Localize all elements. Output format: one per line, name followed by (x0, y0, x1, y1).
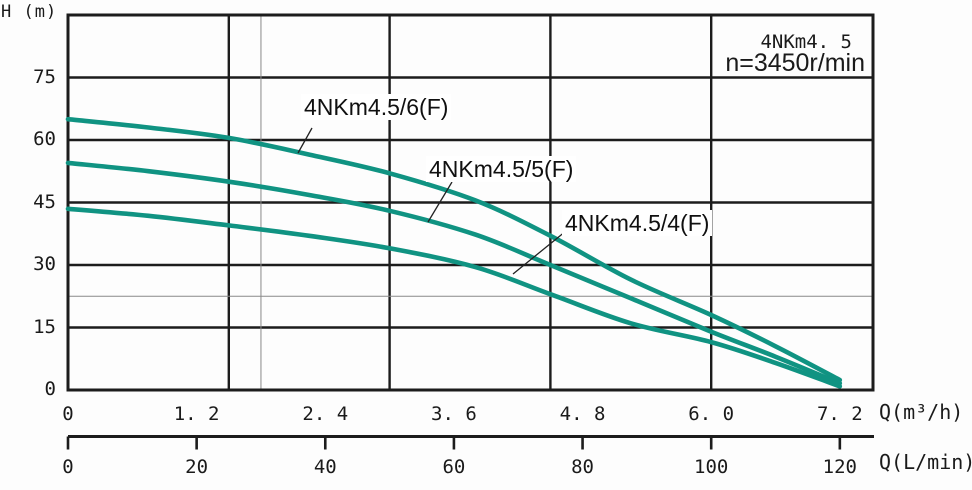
x-tick-label: 0 (62, 403, 74, 425)
x-tick-label: 40 (313, 456, 337, 478)
x-tick-label: 0 (62, 456, 74, 478)
curve-label-leader (297, 127, 313, 154)
pump-curve-0 (65, 116, 843, 383)
pump-speed-annotation: n=3450r/min (725, 49, 865, 77)
y-tick-label: 30 (33, 253, 56, 275)
x-tick-label: 6. 0 (688, 403, 735, 425)
x-tick-label: 7. 2 (816, 403, 863, 425)
curve-label-6f: 4NKm4.5/6(F) (301, 94, 452, 121)
x-axis-unit-lmin: Q(L/min) (879, 450, 972, 474)
pump-curve-2 (65, 206, 843, 389)
y-tick-label: 60 (33, 128, 56, 150)
x-tick-label: 60 (442, 456, 466, 478)
curve-label-leader (512, 230, 567, 275)
curve-label-4f: 4NKm4.5/4(F) (562, 210, 713, 237)
x-tick-label: 120 (822, 456, 857, 478)
x-tick-label: 4. 8 (559, 403, 606, 425)
curve-label-5f: 4NKm4.5/5(F) (426, 156, 577, 183)
x-tick-label: 2. 4 (302, 403, 349, 425)
plot-border (66, 13, 875, 392)
x-tick-label: 80 (571, 456, 594, 478)
x-tick-label: 1. 2 (173, 403, 220, 425)
x-tick-label: 100 (694, 456, 729, 478)
pump-curve-1 (65, 160, 843, 386)
curve-label-leader (427, 181, 453, 223)
y-tick-label: 0 (44, 378, 56, 400)
y-axis-title: H (m) (1, 2, 58, 22)
y-tick-label: 15 (33, 315, 56, 338)
x-tick-label: 3. 6 (431, 403, 477, 425)
x-tick-label: 20 (185, 456, 209, 478)
y-tick-label: 75 (33, 65, 56, 88)
y-tick-label: 45 (33, 190, 56, 213)
x-axis-unit-m3h: Q(m³/h) (879, 400, 964, 424)
pump-model-annotation: 4NKm4. 5 (760, 31, 852, 53)
